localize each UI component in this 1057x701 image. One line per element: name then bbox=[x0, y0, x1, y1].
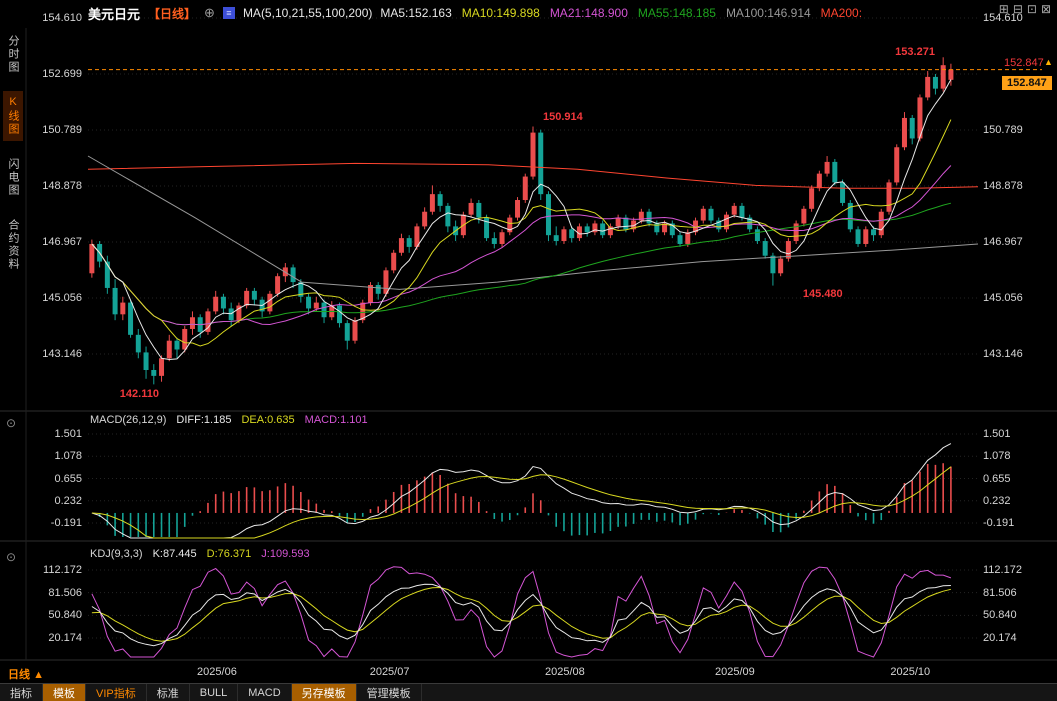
y-axis-label: -0.191 bbox=[50, 517, 82, 529]
period-tag[interactable]: 【日线】 bbox=[148, 6, 197, 21]
y-axis-label: 112.172 bbox=[983, 564, 1022, 576]
x-axis-label: 2025/06 bbox=[197, 666, 237, 678]
macd-panel bbox=[91, 443, 952, 539]
price-annotation: 142.110 bbox=[119, 388, 159, 401]
macd-title: MACD(26,12,9) bbox=[90, 414, 167, 426]
candlesticks bbox=[89, 57, 954, 385]
y-axis-label: -0.191 bbox=[983, 517, 1015, 529]
macd-value: DEA:0.635 bbox=[241, 414, 295, 426]
price-annotation: 145.480 bbox=[802, 287, 843, 300]
x-axis-label: 2025/10 bbox=[890, 666, 931, 678]
y-axis-label: 20.174 bbox=[48, 632, 82, 644]
macd-values: DIFF:1.185 DEA:0.635 MACD:1.101 bbox=[176, 414, 367, 426]
kdj-value: D:76.371 bbox=[206, 548, 252, 560]
footer-tab-指标[interactable]: 指标 bbox=[0, 684, 43, 701]
footer-period-selector[interactable]: 日线 ▲ bbox=[8, 666, 44, 682]
price-annotation: 153.271 bbox=[895, 46, 935, 59]
x-axis-label: 2025/07 bbox=[369, 666, 410, 678]
expand-icon[interactable]: ⊕ bbox=[204, 5, 215, 20]
y-axis-label: 148.878 bbox=[42, 180, 82, 192]
window-layout-icon-1[interactable]: ⊞ bbox=[998, 2, 1009, 16]
sidebar-tab-闪电图[interactable]: 闪电图 bbox=[7, 158, 19, 197]
price-annotation: 150.914 bbox=[543, 111, 583, 124]
y-axis-label: 154.610 bbox=[42, 12, 82, 24]
kdj-value: J:109.593 bbox=[261, 548, 310, 560]
footer-tab-模板[interactable]: 模板 bbox=[43, 684, 86, 701]
y-axis-label: 143.146 bbox=[983, 348, 1023, 360]
y-axis-label: 154.610 bbox=[983, 12, 1023, 24]
window-layout-icon-3[interactable]: ⊡ bbox=[1026, 2, 1037, 16]
ma-lines bbox=[87, 79, 979, 361]
ma-value: MA200: bbox=[820, 6, 863, 20]
y-axis-label: 1.078 bbox=[983, 450, 1011, 463]
window-layout-icon-4[interactable]: ⊠ bbox=[1040, 2, 1051, 16]
y-axis-label: 0.232 bbox=[54, 494, 82, 507]
ma-value: MA21:148.900 bbox=[549, 6, 628, 20]
ma-value: MA55:148.185 bbox=[637, 6, 716, 20]
y-axis-label: 145.056 bbox=[983, 292, 1023, 305]
y-axis-label: 50.840 bbox=[983, 609, 1017, 622]
gridlines bbox=[88, 17, 978, 639]
y-axis-label: 152.699 bbox=[42, 68, 82, 80]
y-axis-label: 81.506 bbox=[48, 586, 82, 599]
y-axis-label: 148.878 bbox=[983, 180, 1023, 192]
ma-legend-values: MA5:152.163 MA10:149.898 MA21:148.900 MA55:… bbox=[380, 6, 862, 20]
y-axis-label: 1.078 bbox=[54, 450, 82, 463]
kdj-legend: KDJ(9,3,3) K:87.445 D:76.371 J:109.593 bbox=[90, 548, 310, 560]
latest-price-arrow-icon[interactable]: ▲ bbox=[1044, 57, 1053, 67]
kdj-panel bbox=[91, 566, 952, 658]
chart-header: 美元日元 【日线】 ⊕ ≡ MA(5,10,21,55,100,200) MA5… bbox=[88, 0, 862, 26]
sidebar: 分时图 K线图闪电图合约资料 bbox=[0, 30, 26, 276]
window-layout-icons: ⊞ ⊟ ⊡ ⊠ bbox=[999, 3, 1051, 15]
kdj-value: K:87.445 bbox=[152, 548, 197, 560]
bottom-tab-bar: 指标 模板 VIP指标 标准 BULL MACD 另存模板 管理模板 bbox=[0, 683, 1057, 701]
y-axis-label: 146.967 bbox=[983, 236, 1023, 248]
footer-tab-另存模板[interactable]: 另存模板 bbox=[291, 684, 357, 701]
kdj-values: K:87.445 D:76.371 J:109.593 bbox=[153, 548, 310, 560]
indicator-overlay-icon[interactable]: ≡ bbox=[222, 7, 235, 19]
macd-value: DIFF:1.185 bbox=[176, 414, 232, 426]
y-axis-label: 0.232 bbox=[983, 494, 1011, 507]
y-axis-label: 146.967 bbox=[42, 236, 82, 248]
footer-tab-BULL[interactable]: BULL bbox=[190, 684, 239, 701]
last-price-axis-label: 152.847 bbox=[1004, 56, 1044, 69]
y-axis-label: 1.501 bbox=[54, 428, 82, 440]
ma-value: MA100:146.914 bbox=[725, 6, 811, 20]
y-axis-label: 112.172 bbox=[43, 564, 82, 576]
y-axis-label: 50.840 bbox=[48, 609, 82, 622]
y-axis-label: 150.789 bbox=[42, 123, 82, 136]
footer-tab-标准[interactable]: 标准 bbox=[147, 684, 190, 701]
symbol-name: 美元日元 bbox=[88, 6, 141, 22]
ma-value: MA10:149.898 bbox=[461, 6, 540, 20]
y-axis-label: 150.789 bbox=[983, 123, 1023, 136]
macd-value: MACD:1.101 bbox=[304, 414, 368, 426]
ma-legend-title: MA(5,10,21,55,100,200) bbox=[242, 6, 373, 20]
last-price-tag: 152.847 bbox=[1002, 75, 1052, 90]
ma-value: MA5:152.163 bbox=[380, 6, 452, 20]
y-axis-label: 143.146 bbox=[42, 348, 82, 360]
x-axis-label: 2025/08 bbox=[545, 666, 585, 678]
x-axis-label: 2025/09 bbox=[715, 666, 755, 678]
period-up-arrow-icon: ▲ bbox=[33, 669, 44, 681]
kdj-title: KDJ(9,3,3) bbox=[90, 548, 143, 560]
y-axis-label: 0.655 bbox=[54, 472, 82, 485]
kdj-settings-icon[interactable]: ⊙ bbox=[6, 550, 17, 564]
macd-legend: MACD(26,12,9) DIFF:1.185 DEA:0.635 MACD:1.… bbox=[90, 414, 368, 426]
footer-period-label: 日线 bbox=[8, 669, 30, 681]
sidebar-tab-分时图[interactable]: 分时图 bbox=[7, 35, 19, 74]
sidebar-tab-合约资料[interactable]: 合约资料 bbox=[7, 219, 19, 271]
y-axis-label: 20.174 bbox=[983, 632, 1017, 644]
footer-tab-管理模板[interactable]: 管理模板 bbox=[357, 684, 422, 701]
footer-tab-MACD[interactable]: MACD bbox=[238, 684, 292, 701]
y-axis-label: 1.501 bbox=[983, 428, 1011, 440]
window-layout-icon-2[interactable]: ⊟ bbox=[1012, 2, 1023, 16]
y-axis-label: 81.506 bbox=[983, 586, 1017, 599]
sidebar-tab-K线图[interactable]: K线图 bbox=[3, 91, 23, 141]
macd-settings-icon[interactable]: ⊙ bbox=[6, 416, 17, 430]
y-axis-label: 0.655 bbox=[983, 472, 1011, 485]
y-axis-label: 145.056 bbox=[42, 292, 82, 305]
footer-tab-VIP指标[interactable]: VIP指标 bbox=[86, 684, 147, 701]
